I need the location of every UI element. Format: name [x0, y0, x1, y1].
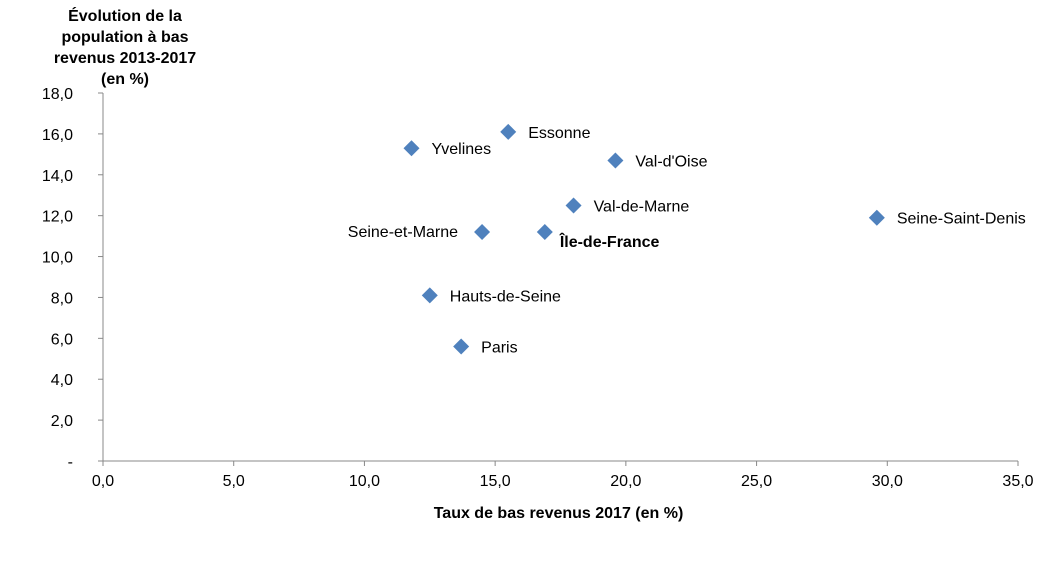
y-tick-label: 8,0	[51, 290, 73, 307]
y-tick-label: 14,0	[42, 168, 73, 185]
data-point-marker	[607, 152, 624, 169]
y-tick-label: 2,0	[51, 413, 73, 430]
x-tick-label: 20,0	[610, 473, 641, 490]
data-point-marker	[500, 123, 517, 140]
x-tick-label: 35,0	[1002, 473, 1033, 490]
data-point-label: Paris	[481, 340, 517, 357]
y-axis-ticks: - 2,0 4,0 6,0 8,0 10,0 12,0 14,0 16,0 18,0	[42, 86, 103, 471]
y-tick-label: 12,0	[42, 209, 73, 226]
data-point-label: Val-de-Marne	[594, 198, 690, 215]
x-tick-label: 10,0	[349, 473, 380, 490]
y-tick-label: 6,0	[51, 331, 73, 348]
data-point-label: Val-d'Oise	[635, 153, 707, 170]
data-point-label: Île-de-France	[559, 232, 660, 251]
y-tick-label: -	[68, 454, 73, 471]
data-point-label: Seine-et-Marne	[348, 224, 458, 241]
data-point-label: Yvelines	[431, 141, 491, 158]
x-axis-title: Taux de bas revenus 2017 (en %)	[434, 505, 684, 522]
axes	[102, 93, 1018, 462]
data-point-label: Essonne	[528, 125, 590, 142]
x-tick-label: 25,0	[741, 473, 772, 490]
y-tick-label: 10,0	[42, 250, 73, 267]
data-point-label: Seine-Saint-Denis	[897, 211, 1026, 228]
x-tick-label: 0,0	[92, 473, 114, 490]
data-point-marker	[403, 140, 420, 157]
y-tick-label: 4,0	[51, 372, 73, 389]
data-point-label: Hauts-de-Seine	[450, 288, 561, 305]
data-point-marker	[536, 224, 553, 241]
data-point-marker	[421, 287, 438, 304]
y-axis-title: Évolution de la population à bas revenus…	[53, 8, 197, 88]
x-tick-label: 5,0	[223, 473, 245, 490]
y-tick-label: 18,0	[42, 86, 73, 103]
data-points: Essonne Yvelines Val-d'Oise Val-de-Marne Sei…	[348, 123, 1026, 357]
y-tick-label: 16,0	[42, 127, 73, 144]
data-point-marker	[474, 224, 491, 241]
data-point-marker	[868, 209, 885, 226]
data-point-marker	[565, 197, 582, 214]
data-point-marker	[453, 338, 470, 355]
x-tick-label: 15,0	[480, 473, 511, 490]
x-tick-label: 30,0	[872, 473, 903, 490]
x-axis-ticks: 0,0 5,0 10,0 15,0 20,0 25,0 30,0 35,0	[92, 461, 1034, 490]
